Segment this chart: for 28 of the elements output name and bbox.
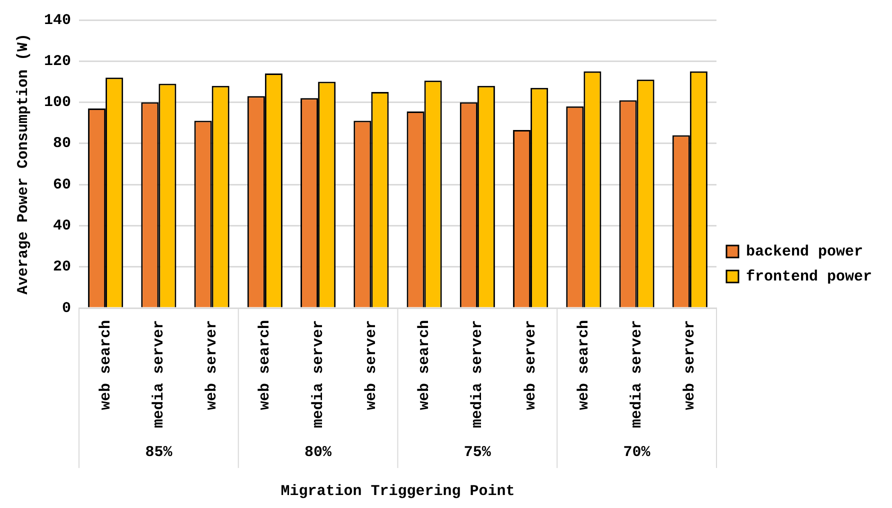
x-axis-title: Migration Triggering Point — [280, 482, 515, 500]
y-tick-label: 40 — [52, 217, 72, 234]
x-tick-label: media server — [150, 320, 168, 428]
y-tick-label: 80 — [52, 135, 72, 152]
x-tick-label: web server — [362, 320, 380, 410]
y-tick-label: 100 — [44, 94, 72, 112]
x-tick-label: web search — [416, 320, 434, 410]
x-tick-label: media server — [628, 320, 646, 428]
x-tick-label: web server — [522, 320, 540, 410]
legend-label: frontend power — [746, 268, 872, 286]
x-tick-label: web server — [204, 320, 221, 410]
x-tick-label: web server — [682, 320, 699, 410]
legend-label: backend power — [746, 243, 864, 260]
y-tick-label: 0 — [62, 300, 72, 317]
y-axis-title: Average Power Consumption (W) — [14, 33, 32, 295]
x-tick-label: web search — [575, 320, 592, 410]
x-tick-label: web search — [97, 320, 114, 410]
y-tick-label: 140 — [44, 12, 72, 29]
y-tick-label: 60 — [52, 176, 72, 194]
y-tick-label: 120 — [44, 52, 72, 70]
x-tick-label: web search — [256, 320, 274, 410]
x-tick-label: media server — [469, 320, 486, 428]
text: 70% — [623, 444, 652, 461]
text: 75% — [464, 444, 492, 461]
x-tick-label: media server — [310, 320, 327, 428]
text: 85% — [145, 444, 174, 461]
text: 80% — [304, 444, 333, 461]
y-tick-label: 20 — [52, 258, 72, 276]
